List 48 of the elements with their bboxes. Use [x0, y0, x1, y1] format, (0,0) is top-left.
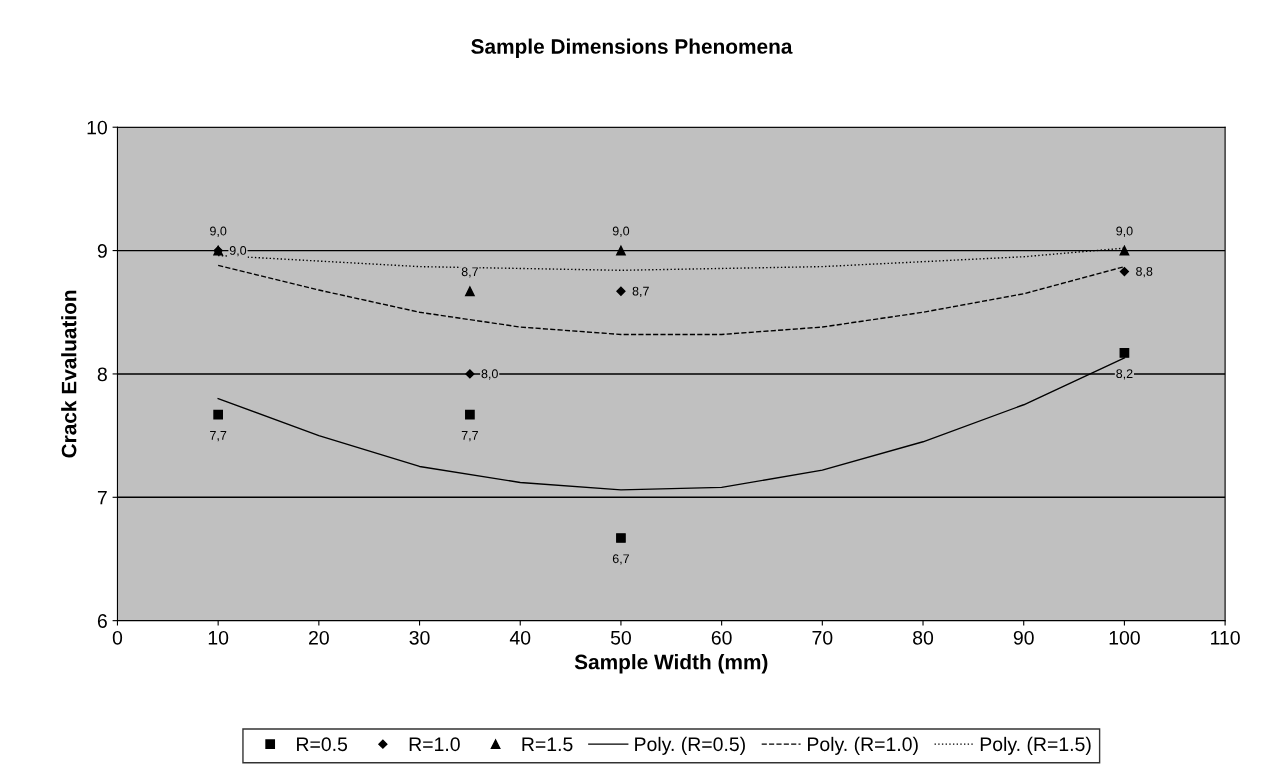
point	[465, 409, 475, 420]
x-tick-label: 70	[812, 630, 833, 645]
point	[616, 245, 626, 256]
x-tick-label: 60	[711, 630, 732, 645]
x-axis-title: Sample Width (mm)	[574, 654, 768, 674]
legend-label: Poly. (R=0.5)	[635, 736, 745, 755]
data-label: 8,7	[632, 286, 649, 298]
data-label: 9,0	[1116, 226, 1133, 237]
y-tick-label: 6	[97, 614, 107, 628]
data-label: 9,0	[229, 246, 247, 257]
data-label: 7,7	[210, 431, 227, 442]
legend-label: R=0.5	[297, 737, 348, 752]
y-tick-label: 9	[97, 244, 107, 258]
point	[616, 533, 626, 543]
data-label: 8,0	[481, 369, 498, 380]
data-label: 8,2	[1116, 369, 1133, 380]
x-tick-label: 0	[112, 630, 123, 645]
x-tick-label: 110	[1211, 630, 1240, 645]
x-tick-label: 50	[610, 630, 631, 645]
point	[1119, 348, 1130, 358]
x-tick-label: 20	[309, 630, 329, 645]
point	[465, 369, 475, 379]
legend-label: Poly. (R=1.5)	[980, 736, 1091, 755]
data-label: 7,7	[461, 431, 478, 442]
legend-label: Poly. (R=1.0)	[808, 736, 918, 755]
point	[213, 409, 224, 420]
legend-label: R=1.0	[409, 737, 460, 752]
legend-label: R=1.5	[522, 737, 573, 752]
point	[465, 286, 475, 297]
data-label: 8,8	[1136, 266, 1153, 278]
x-tick-label: 100	[1109, 630, 1140, 645]
point	[1119, 245, 1130, 256]
x-tick-label: 10	[208, 630, 229, 645]
y-axis-title: Crack Evaluation	[61, 290, 77, 458]
point	[616, 286, 626, 296]
x-tick-label: 40	[509, 630, 531, 645]
y-tick-label: 10	[87, 120, 107, 135]
point	[1119, 266, 1130, 277]
y-tick-label: 8	[97, 367, 107, 382]
y-tick-label: 7	[97, 490, 107, 505]
data-label: 9,0	[612, 226, 630, 237]
data-label: 6,7	[612, 554, 629, 565]
x-tick-label: 80	[913, 630, 934, 645]
x-tick-label: 30	[409, 630, 430, 645]
data-label: 8,7	[461, 267, 478, 278]
chart-title: Sample Dimensions Phenomena	[471, 38, 793, 58]
data-label: 9,0	[210, 226, 227, 237]
x-tick-label: 90	[1013, 630, 1034, 645]
